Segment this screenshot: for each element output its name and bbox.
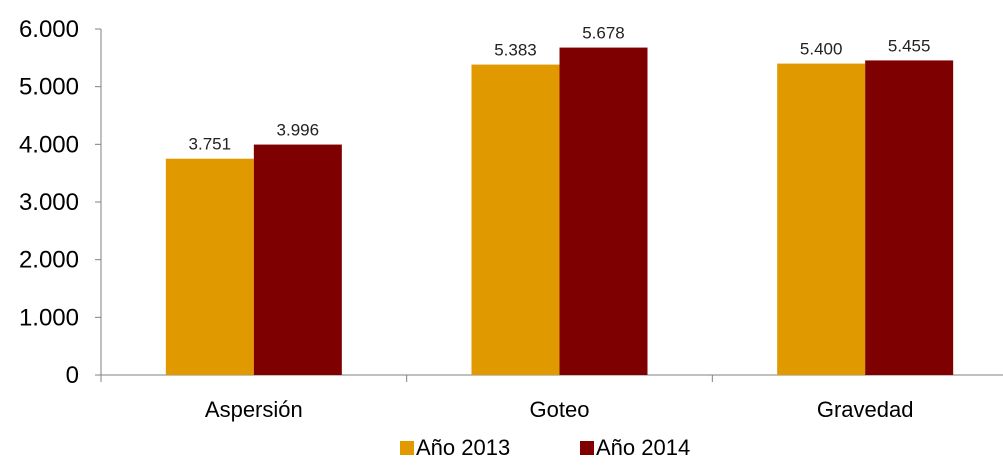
x-tick-label: Aspersión [205,397,303,422]
data-label: 5.400 [800,40,843,59]
bars [165,47,954,376]
data-label: 5.455 [888,36,931,55]
data-label: 3.996 [277,121,320,140]
axes: 0 1.000 2.000 3.000 4.000 5.000 6.000 Aspersión… [19,16,1003,422]
bar [165,158,254,375]
bar [471,64,560,376]
y-tick-label: 3.000 [19,189,79,216]
y-tick-label: 2.000 [19,247,79,274]
y-tick-label: 5.000 [19,74,79,101]
bar [865,60,954,375]
data-label: 5.678 [582,24,625,43]
data-labels: 3.751 3.996 5.383 5.678 5.400 5.455 [189,24,931,154]
legend-swatch [580,441,594,455]
y-tick-label: 1.000 [19,304,79,331]
x-tick-label: Gravedad [817,397,914,422]
x-tick-label: Goteo [530,397,590,422]
y-tick-label: 6.000 [19,16,79,43]
legend-swatch [400,441,414,455]
bar [777,63,866,375]
bar [559,47,648,376]
data-label: 5.383 [494,41,537,60]
y-tick-label: 4.000 [19,131,79,158]
data-label: 3.751 [189,135,232,154]
legend-label: Año 2013 [416,435,510,460]
y-tick-label: 0 [66,362,79,389]
legend: Año 2013 Año 2014 [400,435,690,460]
legend-label: Año 2014 [596,435,690,460]
bar [253,144,342,375]
